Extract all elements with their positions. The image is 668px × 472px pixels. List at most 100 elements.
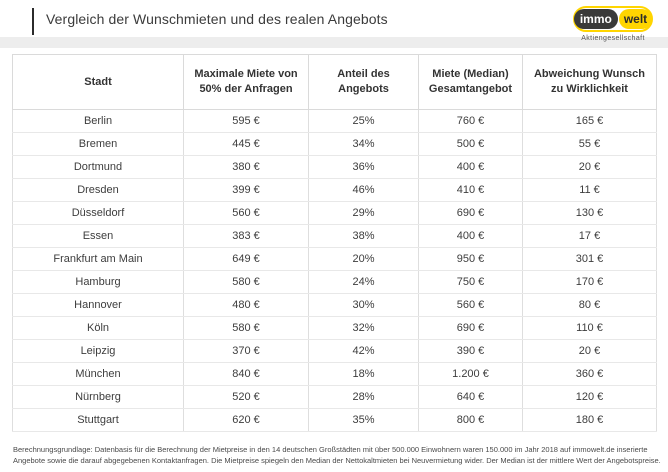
table-row: München 840 €18% 1.200 €360 € [12,362,657,386]
value-cell: 46% [308,178,419,202]
main-content: Stadt Maximale Miete von 50% der Anfragen… [0,54,668,467]
table-row: Frankfurt am Main 649 €20% 950 €301 € [12,247,657,271]
footnote: Berechnungsgrundlage: Datenbasis für die… [13,445,661,465]
column-header-3: Miete (Median) Gesamtangebot [418,54,523,110]
value-cell: 390 € [418,339,523,363]
value-cell: 445 € [183,132,309,156]
value-cell: 840 € [183,362,309,386]
city-cell: Frankfurt am Main [12,247,184,271]
value-cell: 410 € [418,178,523,202]
city-cell: Köln [12,316,184,340]
city-cell: Essen [12,224,184,248]
city-cell: Berlin [12,109,184,133]
value-cell: 580 € [183,316,309,340]
logo-welt-segment: welt [618,9,653,29]
column-header-0: Stadt [12,54,184,110]
value-cell: 180 € [522,408,657,432]
immowelt-logo: immo welt Aktiengesellschaft [573,6,653,42]
value-cell: 35% [308,408,419,432]
value-cell: 42% [308,339,419,363]
table-container: Stadt Maximale Miete von 50% der Anfragen… [12,54,657,432]
value-cell: 580 € [183,270,309,294]
city-cell: Bremen [12,132,184,156]
value-cell: 170 € [522,270,657,294]
value-cell: 649 € [183,247,309,271]
title-accent-bar [32,8,34,35]
value-cell: 80 € [522,293,657,317]
value-cell: 500 € [418,132,523,156]
value-cell: 130 € [522,201,657,225]
table-row: Stuttgart 620 €35% 800 €180 € [12,408,657,432]
value-cell: 28% [308,385,419,409]
city-cell: Hamburg [12,270,184,294]
value-cell: 165 € [522,109,657,133]
city-cell: München [12,362,184,386]
value-cell: 560 € [418,293,523,317]
value-cell: 480 € [183,293,309,317]
value-cell: 17 € [522,224,657,248]
table-row: Berlin 595 €25% 760 €165 € [12,109,657,133]
table-row: Essen 383 €38% 400 €17 € [12,224,657,248]
value-cell: 55 € [522,132,657,156]
value-cell: 24% [308,270,419,294]
value-cell: 383 € [183,224,309,248]
table-header-row: Stadt Maximale Miete von 50% der Anfragen… [12,54,657,110]
value-cell: 32% [308,316,419,340]
value-cell: 34% [308,132,419,156]
value-cell: 560 € [183,201,309,225]
value-cell: 595 € [183,109,309,133]
value-cell: 120 € [522,385,657,409]
immowelt-logo-pill: immo welt [573,6,653,32]
table-row: Düsseldorf 560 €29% 690 €130 € [12,201,657,225]
value-cell: 640 € [418,385,523,409]
value-cell: 380 € [183,155,309,179]
table-row: Hamburg 580 €24% 750 €170 € [12,270,657,294]
logo-subtitle: Aktiengesellschaft [581,35,645,42]
rent-comparison-table: Stadt Maximale Miete von 50% der Anfragen… [12,54,657,432]
value-cell: 370 € [183,339,309,363]
value-cell: 110 € [522,316,657,340]
table-body: Berlin 595 €25% 760 €165 € Bremen 445 €34% 50… [12,109,657,432]
table-row: Bremen 445 €34% 500 €55 € [12,132,657,156]
value-cell: 400 € [418,224,523,248]
value-cell: 20 € [522,155,657,179]
city-cell: Leipzig [12,339,184,363]
table-row: Leipzig 370 €42% 390 €20 € [12,339,657,363]
value-cell: 29% [308,201,419,225]
value-cell: 30% [308,293,419,317]
city-cell: Dresden [12,178,184,202]
page-title: Vergleich der Wunschmieten und des reale… [46,11,388,27]
column-header-1: Maximale Miete von 50% der Anfragen [183,54,309,110]
logo-immo-segment: immo [573,9,618,29]
value-cell: 18% [308,362,419,386]
value-cell: 690 € [418,201,523,225]
value-cell: 1.200 € [418,362,523,386]
table-row: Nürnberg 520 €28% 640 €120 € [12,385,657,409]
value-cell: 360 € [522,362,657,386]
city-cell: Stuttgart [12,408,184,432]
value-cell: 399 € [183,178,309,202]
value-cell: 520 € [183,385,309,409]
value-cell: 11 € [522,178,657,202]
value-cell: 690 € [418,316,523,340]
value-cell: 950 € [418,247,523,271]
value-cell: 38% [308,224,419,248]
table-row: Dresden 399 €46% 410 €11 € [12,178,657,202]
value-cell: 760 € [418,109,523,133]
value-cell: 800 € [418,408,523,432]
value-cell: 20% [308,247,419,271]
city-cell: Hannover [12,293,184,317]
city-cell: Nürnberg [12,385,184,409]
value-cell: 301 € [522,247,657,271]
city-cell: Düsseldorf [12,201,184,225]
header-divider-band [0,37,668,48]
value-cell: 750 € [418,270,523,294]
city-cell: Dortmund [12,155,184,179]
table-row: Hannover 480 €30% 560 €80 € [12,293,657,317]
value-cell: 36% [308,155,419,179]
header: Vergleich der Wunschmieten und des reale… [0,0,668,37]
value-cell: 620 € [183,408,309,432]
table-row: Köln 580 €32% 690 €110 € [12,316,657,340]
column-header-2: Anteil des Angebots [308,54,419,110]
column-header-4: Abweichung Wunsch zu Wirklichkeit [522,54,657,110]
